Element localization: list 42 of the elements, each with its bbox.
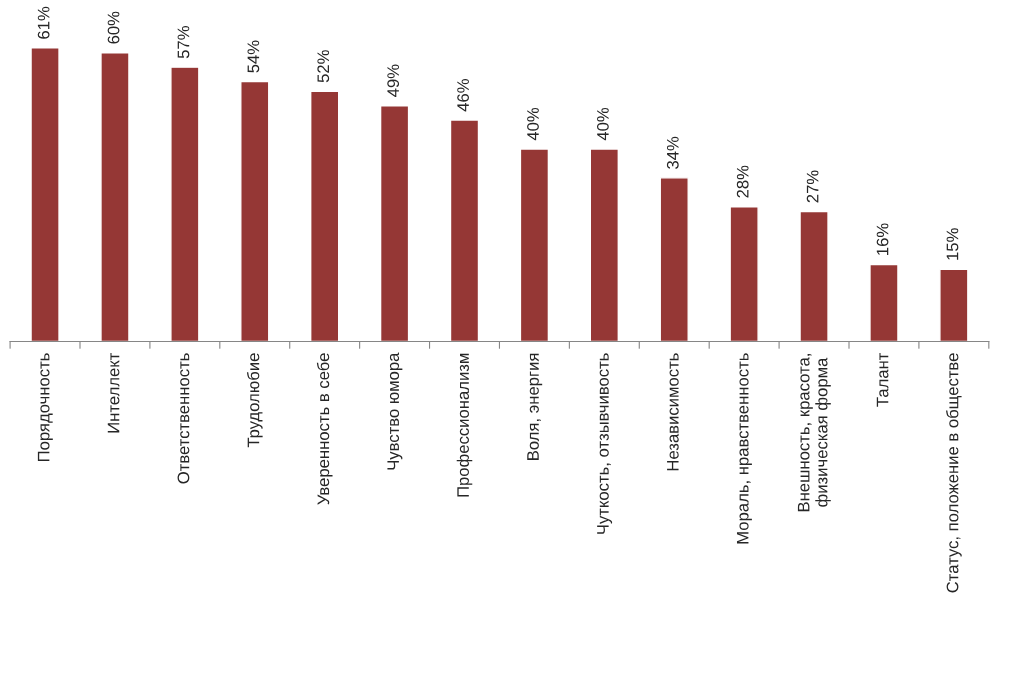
data-label: 46%	[457, 79, 469, 112]
x-tick-label: Воля, энергия	[527, 353, 543, 460]
x-tick-label: Ответственность	[177, 353, 190, 484]
x-tick-label: Мораль, нравственность	[736, 353, 752, 544]
data-label: 34%	[666, 136, 679, 169]
data-label: 15%	[946, 228, 959, 260]
bar	[170, 66, 200, 342]
x-tick-label: Трудолюбие	[246, 353, 263, 448]
data-label: 40%	[596, 107, 609, 141]
data-label: 54%	[247, 40, 260, 73]
x-tick-label: Внешность, красота, физическая форма	[797, 354, 831, 512]
x-tick-label: Уверенность в себе	[316, 353, 333, 505]
data-label: 52%	[317, 50, 330, 83]
bar	[869, 263, 899, 342]
data-label: 60%	[107, 11, 120, 44]
bar	[659, 177, 689, 342]
x-tick-label: Порядочность	[37, 353, 53, 462]
data-label: 61%	[37, 6, 50, 39]
bar	[310, 90, 340, 342]
bar	[379, 104, 410, 342]
x-tick-label: Независимость	[667, 353, 679, 471]
x-tick-label: Талант	[876, 352, 889, 407]
bar	[30, 47, 60, 342]
x-tick-label: Чувство юмора	[387, 352, 403, 470]
bar	[939, 268, 969, 342]
x-tick-label: Статус, положение в обществе	[946, 353, 962, 593]
data-label: 16%	[876, 223, 889, 255]
data-label: 27%	[806, 170, 819, 203]
bar	[799, 210, 829, 342]
bar	[240, 80, 270, 342]
bar	[589, 148, 619, 342]
x-tick-label: Интеллект	[107, 352, 120, 433]
bar	[100, 52, 130, 342]
data-label: 28%	[736, 165, 749, 198]
bar	[729, 206, 759, 342]
x-tick-label: Чуткость, отзывчивость	[597, 353, 613, 534]
data-label: 57%	[177, 26, 190, 59]
bar	[519, 148, 550, 342]
data-label: 49%	[387, 64, 400, 97]
data-label: 40%	[527, 107, 539, 141]
bar	[449, 119, 480, 342]
x-tick-label: Профессионализм	[456, 353, 473, 497]
